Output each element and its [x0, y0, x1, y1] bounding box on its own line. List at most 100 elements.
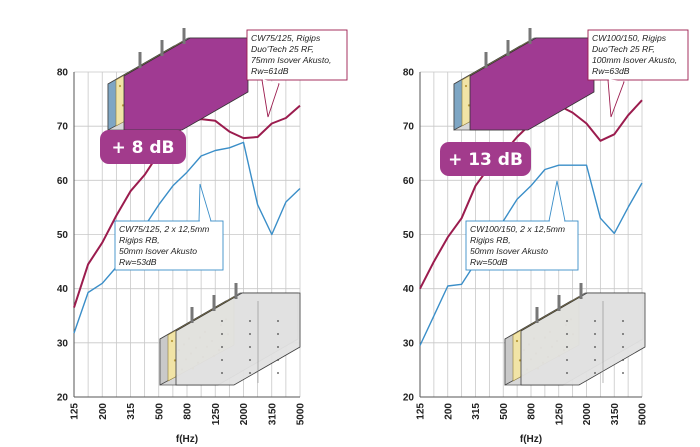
callout-text-1-0-1: Duo'Tech 25 RF,: [592, 44, 655, 54]
wall-screw-0-1-1: [249, 333, 251, 335]
callout-text-0-1-0: CW75/125, 2 x 12,5mm: [119, 224, 209, 234]
chart-panel-1: 20 30 40 50 60 70 80 125 200 315 500 800 1250 2000 315…: [57, 28, 348, 445]
wall-upper-fibre-0-0: [118, 84, 122, 88]
y-tick-label-1-6: 80: [403, 68, 415, 79]
callout-box-0-1: [114, 220, 224, 271]
x-tick-label-1-7: 3150: [610, 403, 621, 426]
wall-screw-1-3-1: [594, 359, 596, 361]
wall-lower-fibre-1-0: [515, 339, 519, 343]
wall-screw-0-4-1: [249, 372, 251, 374]
callout-text-0-1-2: 50mm Isover Akusto: [119, 246, 197, 256]
wall-screw-1-4-0: [566, 372, 568, 374]
x-tick-label-1-1: 200: [443, 403, 454, 420]
wall-screw-0-0-0: [221, 320, 223, 322]
callout-text-1-0-0: CW100/150, Rigips: [592, 33, 667, 43]
duotech-wall-section-icon-0: [107, 28, 249, 131]
y-tick-label-0-2: 40: [57, 284, 69, 295]
double-board-wall-section-icon-0: [159, 283, 301, 386]
wall-lower-fibre-0-17: [173, 359, 177, 362]
x-tick-label-0-7: 3150: [267, 403, 278, 426]
improvement-badge-label-1: + 13 dB: [448, 150, 523, 170]
duotech-wall-section-icon-1: [453, 28, 595, 131]
x-tick-label-0-6: 2000: [239, 403, 250, 426]
wall-screw-0-4-2: [277, 372, 279, 374]
x-tick-label-1-4: 800: [527, 403, 538, 420]
callout-text-0-1-1: Rigips RB,: [119, 235, 160, 245]
wall-screw-1-1-0: [566, 333, 568, 335]
wall-screw-1-0-1: [594, 320, 596, 322]
y-tick-label-0-0: 20: [57, 393, 69, 404]
improvement-badge-0: [100, 130, 186, 164]
x-tick-label-0-2: 315: [126, 403, 137, 420]
x-tick-label-1-5: 1250: [554, 403, 565, 426]
x-tick-label-0-0: 125: [70, 403, 81, 420]
x-tick-label-0-5: 1250: [211, 403, 222, 426]
callout-box-1-0: [587, 29, 689, 81]
y-tick-label-0-3: 50: [57, 230, 69, 241]
callout-text-1-1-2: 50mm Isover Akusto: [470, 246, 548, 256]
x-tick-label-0-1: 200: [98, 403, 109, 420]
wall-lower-fibre-0-0: [170, 339, 174, 343]
callout-box-0-0: [246, 29, 348, 81]
chart-panel-2: 20 30 40 50 60 70 80 125 200 315 500 800 1250 2000 315…: [403, 28, 689, 445]
callout-box-1-1: [465, 220, 579, 271]
callout-text-1-1-1: Rigips RB,: [470, 235, 511, 245]
y-tick-label-1-1: 30: [403, 338, 415, 349]
callout-text-1-0-3: Rw=63dB: [592, 66, 630, 76]
callout-tail-1-0: [607, 79, 625, 118]
callout-text-0-0-3: Rw=61dB: [251, 66, 289, 76]
wall-screw-1-3-0: [566, 359, 568, 361]
x-tick-label-0-4: 800: [183, 403, 194, 420]
wall-screw-1-2-0: [566, 346, 568, 348]
wall-upper-fibre-1-0: [464, 84, 468, 88]
wall-upper-fibre-1-17: [467, 104, 471, 107]
callout-text-0-0-2: 75mm Isover Akusto,: [251, 55, 331, 65]
callout-text-1-0-2: 100mm Isover Akusto,: [592, 55, 677, 65]
wall-screw-1-1-1: [594, 333, 596, 335]
y-tick-label-1-3: 50: [403, 230, 415, 241]
wall-screw-1-1-2: [622, 333, 624, 335]
callout-tail-1-1: [548, 180, 566, 222]
improvement-badge-label-0: + 8 dB: [111, 138, 174, 158]
x-tick-label-1-2: 315: [471, 403, 482, 420]
wall-screw-1-4-2: [622, 372, 624, 374]
x-tick-label-1-6: 2000: [582, 403, 593, 426]
wall-screw-0-2-1: [249, 346, 251, 348]
callout-seam-1-0: [608, 79, 624, 83]
improvement-badge-1: [440, 142, 531, 176]
callout-tail-0-1: [198, 183, 212, 222]
y-tick-label-1-4: 60: [403, 176, 415, 187]
y-tick-label-1-0: 20: [403, 393, 415, 404]
double-board-wall-section-icon-1: [504, 283, 646, 386]
wall-screw-0-4-0: [221, 372, 223, 374]
y-tick-label-0-5: 70: [57, 122, 69, 133]
callout-text-1-1-0: CW100/150, 2 x 12,5mm: [470, 224, 565, 234]
wall-screw-0-0-1: [249, 320, 251, 322]
callout-tail-0-0: [261, 79, 280, 118]
callout-seam-0-0: [262, 79, 279, 85]
y-tick-label-0-1: 30: [57, 338, 69, 349]
series-line-1-1: [419, 164, 643, 346]
wall-screw-1-2-2: [622, 346, 624, 348]
wall-upper-front-board-1: [469, 37, 595, 131]
y-tick-label-1-2: 40: [403, 284, 415, 295]
wall-screw-1-4-1: [594, 372, 596, 374]
wall-screw-0-3-1: [249, 359, 251, 361]
wall-screw-0-1-0: [221, 333, 223, 335]
wall-upper-fibre-0-17: [121, 104, 125, 107]
x-tick-label-0-3: 500: [154, 403, 165, 420]
x-axis-title-1: f(Hz): [520, 434, 542, 445]
y-tick-label-0-6: 80: [57, 68, 69, 79]
y-tick-label-1-5: 70: [403, 122, 415, 133]
x-tick-label-1-8: 5000: [638, 403, 649, 426]
x-tick-label-1-0: 125: [416, 403, 427, 420]
wall-screw-1-2-1: [594, 346, 596, 348]
wall-screw-1-0-2: [622, 320, 624, 322]
x-tick-label-1-3: 500: [499, 403, 510, 420]
wall-lower-fibre-1-17: [518, 359, 522, 362]
wall-screw-0-1-2: [277, 333, 279, 335]
wall-screw-0-3-2: [277, 359, 279, 361]
wall-screw-0-2-2: [277, 346, 279, 348]
callout-text-1-1-3: Rw=50dB: [470, 257, 508, 267]
